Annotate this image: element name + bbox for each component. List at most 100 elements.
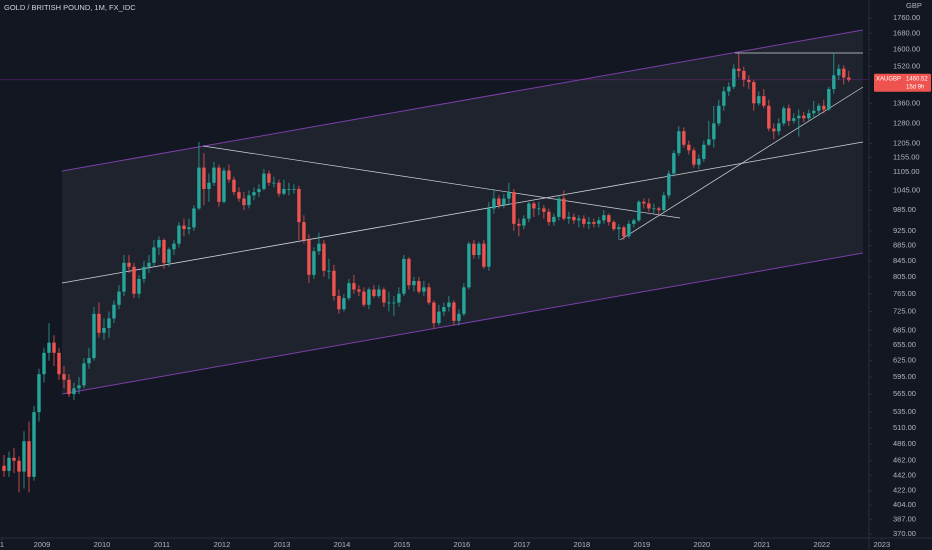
x-tick-label: 2021 xyxy=(753,540,770,549)
candle-body xyxy=(252,192,256,196)
candle-body xyxy=(127,262,131,267)
candle-body xyxy=(392,302,396,304)
candle-body xyxy=(592,222,596,224)
candle-body xyxy=(107,318,111,328)
candle-body xyxy=(632,220,636,224)
candle-body xyxy=(397,293,401,303)
candle-body xyxy=(407,258,411,286)
candle-body xyxy=(382,289,386,303)
candle-body xyxy=(627,223,631,237)
candle-body xyxy=(27,441,31,477)
x-tick-label: 2009 xyxy=(34,540,51,549)
candle-body xyxy=(442,307,446,312)
candle-body xyxy=(272,182,276,184)
candle-body xyxy=(92,313,96,359)
candle-body xyxy=(222,170,226,202)
candle-body xyxy=(577,218,581,221)
candle-body xyxy=(552,216,556,223)
candle-body xyxy=(787,108,791,121)
candle-body xyxy=(762,96,766,106)
y-tick-label: 655.00 xyxy=(893,340,916,349)
channel-top xyxy=(61,29,864,172)
candle-body xyxy=(417,281,421,292)
y-tick-label: 1360.00 xyxy=(893,98,920,107)
candle-body xyxy=(277,182,281,194)
candle-body xyxy=(567,216,571,219)
y-tick-label: 1280.00 xyxy=(893,118,920,127)
candle-body xyxy=(282,188,286,194)
x-tick-label: 1 xyxy=(0,540,4,549)
candle-body xyxy=(362,291,366,305)
candle-body xyxy=(297,188,301,223)
y-tick-label: 765.00 xyxy=(893,289,916,298)
candle-body xyxy=(122,262,126,292)
candle-body xyxy=(517,223,521,226)
candle-body xyxy=(682,131,686,145)
y-tick-label: 1155.00 xyxy=(893,152,920,161)
candle-body xyxy=(697,158,701,165)
candle-body xyxy=(387,302,391,304)
candle-body xyxy=(412,281,416,286)
candle-body xyxy=(242,198,246,206)
candle-body xyxy=(247,195,251,206)
candle-body xyxy=(582,218,586,224)
candle-body xyxy=(662,195,666,211)
candle-body xyxy=(557,198,561,217)
candle-body xyxy=(112,304,116,319)
candle-body xyxy=(782,108,786,124)
candle-body xyxy=(22,441,26,472)
candle-body xyxy=(192,208,196,228)
candle-body xyxy=(462,287,466,314)
y-tick-label: 625.00 xyxy=(893,356,916,365)
candle-body xyxy=(752,82,756,104)
candle-body xyxy=(187,227,191,230)
candle-body xyxy=(197,167,201,209)
candle-body xyxy=(587,222,591,224)
candle-body xyxy=(457,313,461,321)
y-tick-label: 845.00 xyxy=(893,256,916,265)
candle-body xyxy=(487,208,491,267)
candle-body xyxy=(597,220,601,224)
channel-mid xyxy=(61,141,864,284)
candle-body xyxy=(367,289,371,305)
candle-body xyxy=(7,457,11,471)
chart-title: GOLD / BRITISH POUND, 1M, FX_IDC xyxy=(4,3,136,12)
candle-body xyxy=(212,167,216,183)
candle-body xyxy=(707,139,711,145)
candle-body xyxy=(747,79,751,83)
candle-body xyxy=(177,225,181,244)
y-tick-label: 885.00 xyxy=(893,241,916,250)
candle-body xyxy=(302,222,306,240)
candle-body xyxy=(677,131,681,154)
candle-body xyxy=(512,192,516,224)
candle-body xyxy=(262,173,266,189)
candle-body xyxy=(72,388,76,395)
candle-body xyxy=(82,363,86,386)
y-tick-label: 442.00 xyxy=(893,470,916,479)
y-tick-label: 595.00 xyxy=(893,372,916,381)
candle-body xyxy=(287,188,291,190)
candle-body xyxy=(77,385,81,389)
candle-body xyxy=(217,167,221,202)
candle-body xyxy=(522,218,526,226)
candle-body xyxy=(42,352,46,375)
candle-body xyxy=(732,68,736,87)
candle-body xyxy=(802,115,806,119)
candle-body xyxy=(437,311,441,324)
candle-body xyxy=(2,465,6,471)
y-tick-label: 725.00 xyxy=(893,307,916,316)
candle-body xyxy=(842,68,846,78)
candle-body xyxy=(692,150,696,165)
candle-body xyxy=(767,105,771,129)
candle-body xyxy=(352,283,356,290)
candle-body xyxy=(357,289,361,292)
candle-body xyxy=(332,270,336,296)
candle-body xyxy=(167,249,171,263)
candle-body xyxy=(37,374,41,413)
candle-body xyxy=(182,225,186,230)
candle-body xyxy=(482,243,486,267)
candle-body xyxy=(132,266,136,294)
candle-body xyxy=(622,227,626,237)
